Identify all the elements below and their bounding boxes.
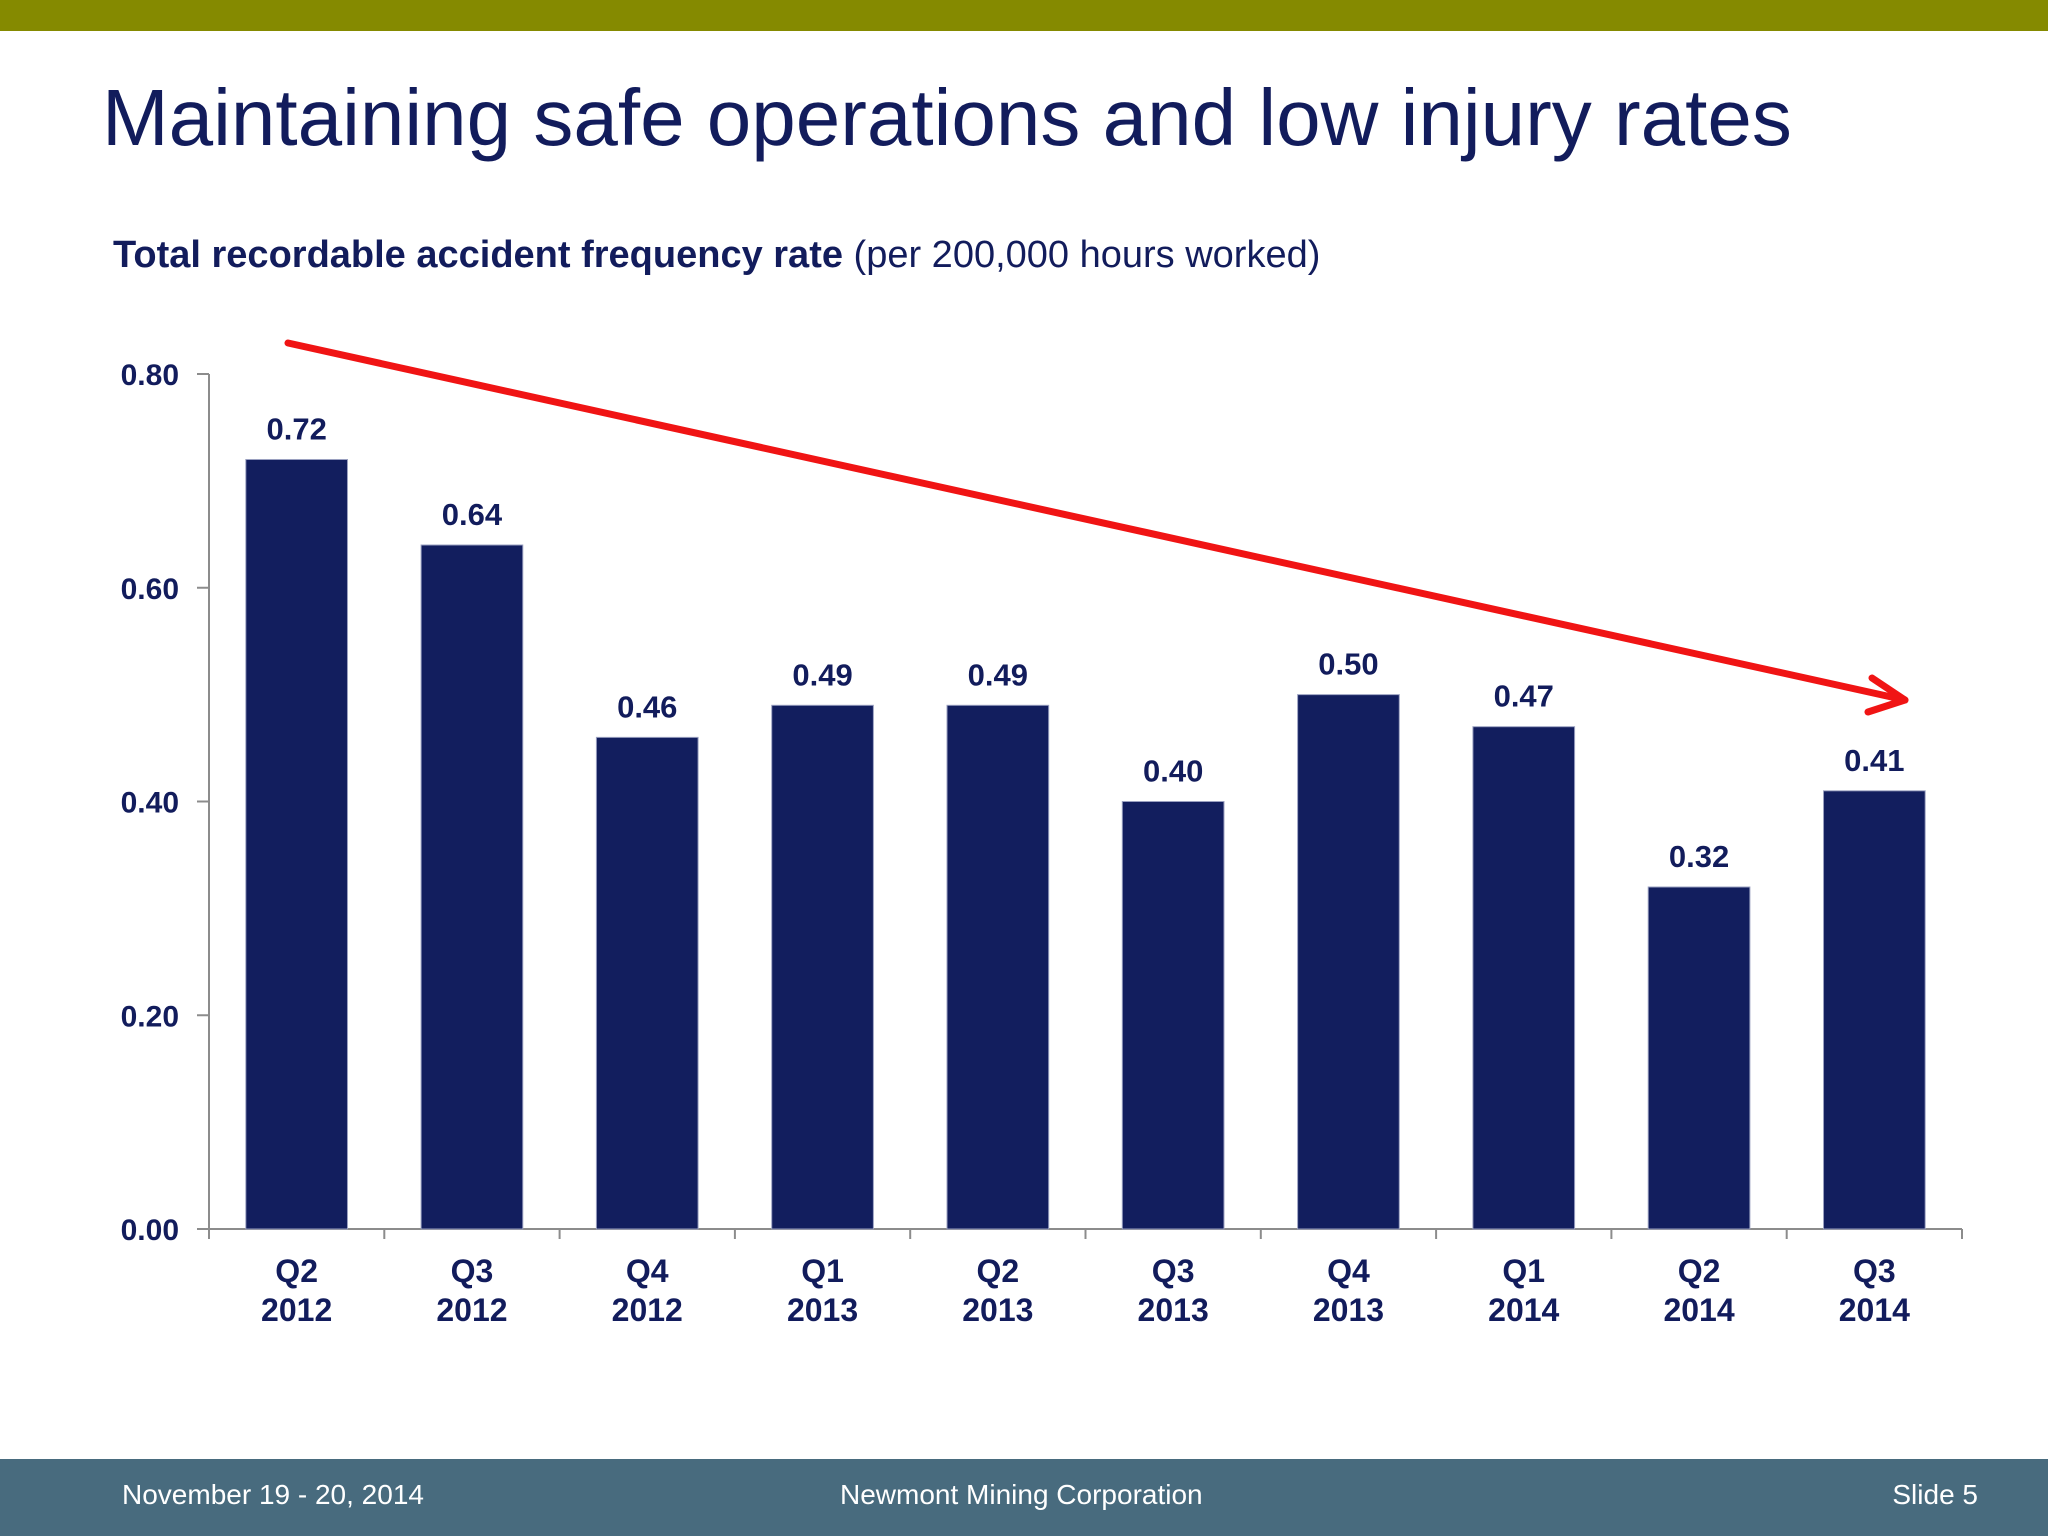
data-label: 0.49 [792, 657, 852, 692]
x-tick-label-year: 2013 [1138, 1292, 1209, 1328]
data-label: 0.32 [1669, 839, 1729, 874]
y-tick-label: 0.20 [121, 1000, 179, 1033]
data-label: 0.64 [442, 497, 503, 532]
trend-arrow-head [1864, 674, 1909, 716]
footer-date: November 19 - 20, 2014 [122, 1479, 424, 1510]
data-label: 0.46 [617, 689, 677, 724]
chart-subtitle-bold: Total recordable accident frequency rate [113, 234, 843, 276]
x-tick-label-year: 2013 [962, 1292, 1033, 1328]
bar [946, 704, 1050, 1230]
x-tick-label-year: 2013 [787, 1292, 858, 1328]
x-tick-label-quarter: Q3 [1853, 1253, 1896, 1289]
x-tick-label-year: 2014 [1488, 1292, 1559, 1328]
data-label: 0.49 [968, 657, 1028, 692]
y-tick-label: 0.00 [121, 1214, 179, 1247]
bar [595, 736, 699, 1230]
data-label: 0.40 [1143, 754, 1203, 789]
data-label: 0.72 [266, 412, 326, 447]
bar [420, 544, 524, 1230]
bar [1647, 886, 1751, 1230]
chart-subtitle: Total recordable accident frequency rate… [113, 234, 1320, 277]
x-tick-label-quarter: Q3 [451, 1253, 494, 1289]
bar [1472, 726, 1576, 1230]
x-tick-label-quarter: Q1 [1502, 1253, 1545, 1289]
x-tick-label-quarter: Q4 [1327, 1253, 1370, 1289]
bar [245, 459, 348, 1230]
trend-arrow-line [284, 339, 1909, 704]
bar [1823, 790, 1926, 1230]
bar [1121, 801, 1225, 1230]
x-tick-label-quarter: Q3 [1152, 1253, 1195, 1289]
top-accent-bar [0, 0, 2048, 31]
footer-company: Newmont Mining Corporation [840, 1479, 1203, 1510]
x-tick-label-quarter: Q2 [977, 1253, 1020, 1289]
data-label: 0.50 [1318, 647, 1378, 682]
data-label: 0.41 [1844, 743, 1904, 778]
footer-slide-number: Slide 5 [1892, 1479, 1978, 1510]
x-tick-label-quarter: Q4 [626, 1253, 669, 1289]
bar [771, 704, 874, 1230]
data-label: 0.47 [1494, 679, 1554, 714]
slide-title: Maintaining safe operations and low inju… [102, 73, 1792, 162]
x-tick-label-year: 2012 [261, 1292, 332, 1328]
x-tick-label-year: 2014 [1839, 1292, 1910, 1328]
x-tick-label-quarter: Q1 [801, 1253, 844, 1289]
x-tick-label-year: 2014 [1663, 1292, 1734, 1328]
x-tick-label-quarter: Q2 [275, 1253, 318, 1289]
chart-subtitle-unit: (per 200,000 hours worked) [853, 234, 1321, 276]
y-tick-label: 0.80 [121, 359, 179, 392]
x-tick-label-year: 2012 [436, 1292, 507, 1328]
footer-bar: November 19 - 20, 2014 Newmont Mining Co… [0, 1459, 2048, 1536]
y-tick-label: 0.40 [121, 787, 179, 820]
y-tick-label: 0.60 [121, 573, 179, 606]
x-tick-label-year: 2012 [612, 1292, 683, 1328]
bar [1297, 694, 1400, 1230]
x-tick-label-quarter: Q2 [1678, 1253, 1721, 1289]
x-tick-label-year: 2013 [1313, 1292, 1384, 1328]
